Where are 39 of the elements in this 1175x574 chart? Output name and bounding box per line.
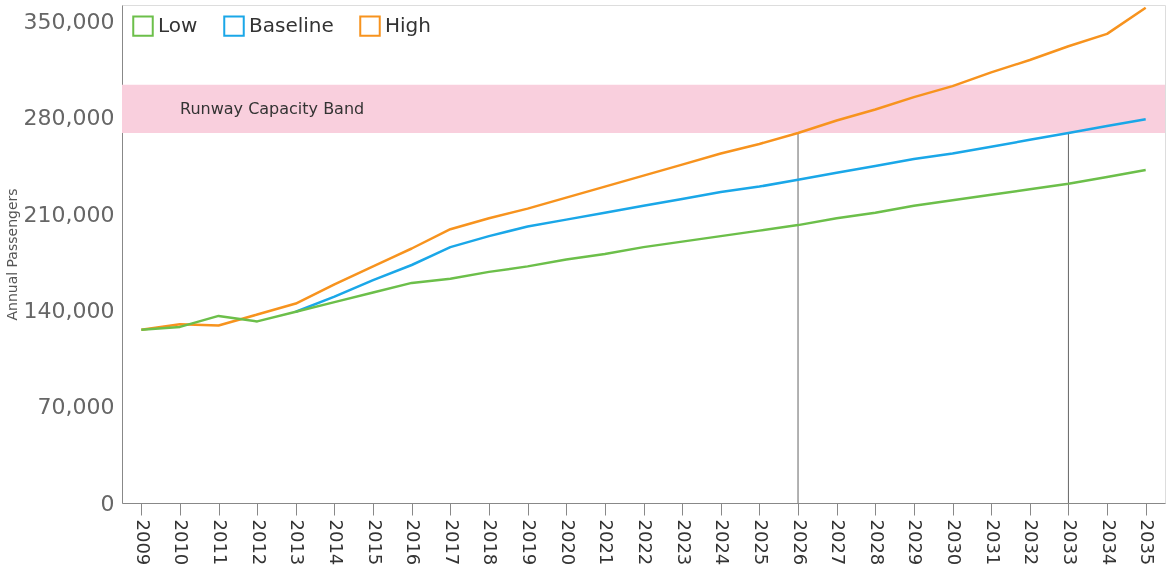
x-tick-label: 2012 [248, 519, 270, 566]
y-tick-label: 350,000 [23, 9, 115, 35]
x-tick-label: 2011 [210, 519, 232, 566]
legend-label: Baseline [249, 13, 334, 38]
x-tick-label: 2013 [287, 519, 309, 566]
x-tick-label: 2009 [132, 519, 154, 566]
line-series [140, 168, 1147, 331]
legend-label: High [385, 13, 431, 38]
band-label: Runway Capacity Band [180, 98, 365, 118]
y-axis-title: Annual Passengers [3, 188, 20, 321]
y-tick-label: 280,000 [23, 105, 115, 131]
y-tick-label: 0 [100, 490, 115, 516]
y-tick-label: 210,000 [23, 201, 115, 227]
x-tick-label: 2026 [789, 519, 811, 566]
x-tick-label: 2025 [750, 519, 772, 566]
y-tick-label: 70,000 [37, 394, 115, 420]
x-tick-label: 2023 [673, 519, 695, 566]
y-tick-label: 140,000 [23, 297, 115, 323]
x-tick-label: 2032 [1021, 519, 1043, 566]
x-tick-label: 2016 [403, 519, 425, 566]
legend-label: Low [158, 13, 198, 38]
x-tick-label: 2020 [557, 519, 579, 566]
x-tick-label: 2010 [171, 519, 193, 566]
x-tick-label: 2031 [982, 519, 1004, 566]
x-tick-label: 2029 [905, 519, 927, 566]
x-tick-label: 2034 [1098, 519, 1120, 566]
x-tick-label: 2018 [480, 519, 502, 566]
x-tick-label: 2015 [364, 519, 386, 566]
x-tick-label: 2024 [712, 519, 734, 566]
x-tick-label: 2035 [1137, 519, 1159, 566]
x-tick-label: 2014 [325, 519, 347, 566]
x-tick-label: 2019 [519, 519, 541, 566]
x-tick-label: 2017 [441, 519, 463, 566]
x-tick-label: 2022 [635, 519, 656, 566]
x-tick-label: 2027 [828, 519, 850, 566]
x-tick-label: 2021 [596, 519, 618, 566]
x-tick-label: 2033 [1059, 519, 1081, 566]
x-tick-label: 2030 [944, 519, 966, 566]
x-tick-label: 2028 [866, 519, 888, 566]
